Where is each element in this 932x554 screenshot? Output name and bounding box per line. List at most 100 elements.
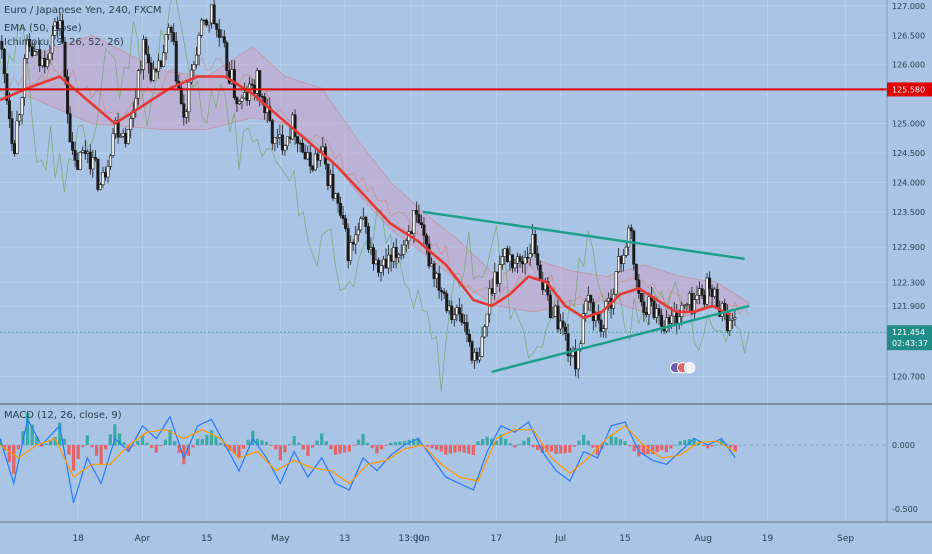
macd-histogram-bar	[646, 445, 650, 455]
candle-body	[485, 313, 489, 327]
macd-histogram-bar	[425, 445, 430, 447]
candle-body	[179, 87, 183, 105]
candle-body	[427, 243, 431, 267]
macd-signal-line[interactable]	[0, 425, 736, 485]
macd-histogram-bar	[430, 445, 434, 449]
candle-body	[202, 19, 206, 22]
bar-countdown-label: 02:43:37	[892, 339, 928, 348]
candle-body	[379, 265, 383, 273]
candle-body	[86, 151, 90, 154]
candle-body	[591, 302, 595, 322]
ema-indicator-label[interactable]: EMA (50, close)	[4, 23, 82, 34]
candle-body	[303, 151, 307, 160]
macd-histogram-bar	[237, 445, 241, 458]
candle-body	[523, 257, 527, 265]
macd-histogram-bar	[370, 445, 374, 449]
candle-body	[2, 48, 6, 75]
macd-histogram-bar	[499, 434, 503, 446]
macd-histogram-bar	[306, 445, 310, 456]
candle-body	[518, 256, 522, 262]
macd-histogram-bar	[320, 433, 324, 446]
candle	[200, 17, 204, 38]
price-tick-label: 125.000	[892, 120, 925, 129]
candle-body	[465, 322, 469, 335]
candle-body	[157, 60, 161, 72]
candle	[389, 248, 393, 272]
macd-histogram-bar	[503, 438, 508, 446]
candle-body	[574, 348, 578, 370]
macd-histogram-bar	[448, 445, 452, 454]
macd-histogram-bar	[214, 436, 218, 446]
price-tick-label: 126.500	[892, 31, 925, 40]
candle	[174, 32, 178, 85]
macd-histogram-bar	[375, 445, 379, 454]
candle-body	[220, 36, 224, 38]
candle	[622, 249, 626, 272]
macd-histogram-bar	[76, 445, 80, 459]
candle-body	[614, 271, 618, 295]
candle	[346, 223, 350, 269]
candle	[48, 44, 52, 65]
macd-histogram-bar	[260, 440, 264, 446]
candle	[647, 292, 651, 326]
macd-histogram-bar	[113, 424, 117, 446]
candle-body	[119, 135, 123, 138]
candle	[23, 54, 27, 106]
macd-histogram-bar	[536, 445, 540, 450]
candle-body	[387, 254, 391, 269]
candle	[106, 159, 110, 183]
candle	[364, 215, 368, 234]
macd-histogram-bar	[274, 445, 278, 450]
macd-histogram-bar	[246, 439, 250, 446]
candle-body	[685, 304, 689, 306]
candle	[159, 59, 163, 69]
event-marker-icon[interactable]	[683, 362, 696, 374]
candle	[220, 29, 224, 38]
macd-indicator-label[interactable]: MACD (12, 26, close, 9)	[4, 410, 122, 421]
candle-body	[538, 264, 542, 282]
ichimoku-indicator-label[interactable]: Ichimoku (9, 26, 52, 26)	[4, 37, 124, 48]
candle-body	[45, 59, 49, 68]
candle-body	[66, 76, 70, 115]
candle	[152, 60, 156, 82]
candle	[632, 229, 636, 271]
candle-body	[660, 315, 664, 327]
candle-body	[632, 230, 636, 265]
candle	[356, 222, 360, 242]
candle	[639, 293, 643, 307]
macd-histogram-bar	[310, 445, 315, 448]
candle-body	[708, 277, 712, 290]
candle	[450, 300, 454, 324]
candle	[202, 19, 206, 26]
candle-body	[733, 317, 737, 320]
candle	[225, 40, 229, 79]
candle-body	[637, 279, 641, 294]
candle	[667, 314, 671, 333]
macd-histogram-bar	[605, 442, 609, 446]
macd-histogram-bar	[269, 445, 273, 446]
candle	[533, 229, 537, 258]
macd-histogram-bar	[30, 424, 34, 446]
candle-body	[23, 58, 27, 98]
ema-line[interactable]	[0, 75, 732, 319]
candle-body	[321, 146, 325, 152]
candle-body	[533, 234, 537, 255]
candle	[68, 106, 72, 143]
ichimoku-cloud	[22, 34, 750, 319]
upper-trendline[interactable]	[422, 210, 745, 261]
candle-body	[63, 41, 67, 78]
macd-histogram-bar	[614, 437, 618, 446]
candle-body	[5, 73, 9, 101]
candle-body	[369, 247, 373, 250]
candle-body	[215, 23, 219, 30]
lower-trendline[interactable]	[491, 304, 750, 373]
candle-body	[430, 263, 434, 267]
candle-body	[728, 320, 732, 332]
candle-body	[129, 118, 133, 130]
candle-body	[419, 222, 423, 226]
candle-body	[452, 314, 456, 320]
candle	[561, 312, 565, 336]
candle	[0, 35, 4, 59]
candle-body	[293, 114, 297, 137]
